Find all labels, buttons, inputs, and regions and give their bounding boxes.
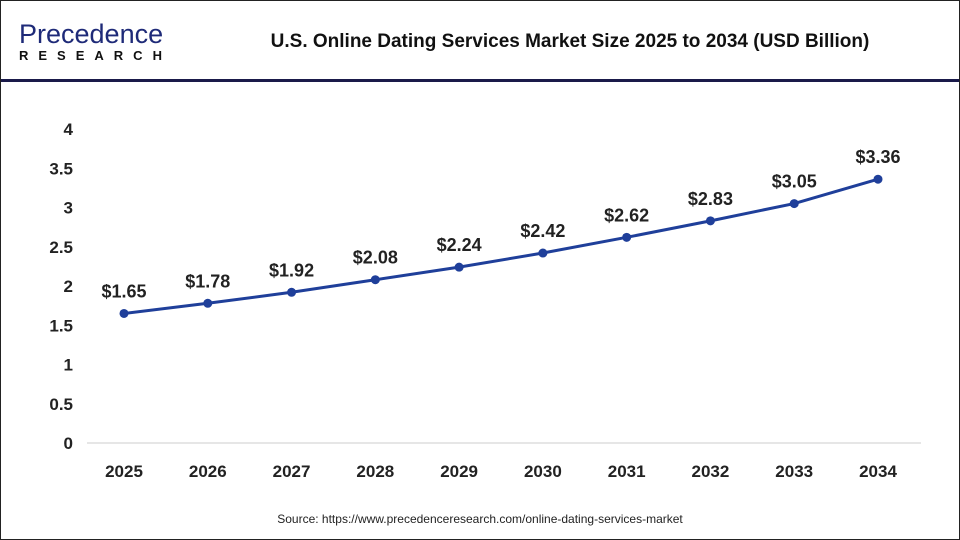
y-tick-label: 3.5	[49, 159, 73, 178]
data-label: $2.24	[437, 235, 482, 255]
y-tick-label: 0	[64, 434, 73, 453]
data-label: $1.92	[269, 260, 314, 280]
x-tick-label: 2034	[859, 462, 897, 481]
data-point	[287, 287, 297, 297]
logo: Precedence RESEARCH	[19, 21, 172, 64]
y-tick-label: 2.5	[49, 238, 73, 257]
series-line	[123, 177, 879, 315]
data-label: $3.36	[855, 147, 900, 167]
x-tick-label: 2025	[105, 462, 143, 481]
y-tick-label: 1.5	[49, 316, 73, 335]
data-point	[203, 298, 213, 308]
y-tick-label: 2	[64, 277, 73, 296]
data-point	[538, 248, 548, 258]
data-label: $2.08	[353, 248, 398, 268]
y-tick-label: 0.5	[49, 395, 73, 414]
x-tick-label: 2033	[775, 462, 813, 481]
x-tick-label: 2032	[692, 462, 730, 481]
x-tick-label: 2026	[189, 462, 227, 481]
data-label: $2.42	[520, 221, 565, 241]
header: Precedence RESEARCH U.S. Online Dating S…	[1, 1, 959, 82]
data-label: $2.62	[604, 205, 649, 225]
data-point	[119, 308, 129, 318]
y-tick-label: 3	[64, 199, 73, 218]
data-label: $1.78	[185, 271, 230, 291]
source-text: Source: https://www.precedenceresearch.c…	[277, 512, 683, 526]
x-tick-label: 2027	[273, 462, 311, 481]
y-tick-label: 1	[64, 356, 73, 375]
x-tick-label: 2029	[440, 462, 478, 481]
data-point	[705, 216, 715, 226]
data-label: $3.05	[772, 172, 817, 192]
data-point	[789, 199, 799, 209]
data-point	[370, 275, 380, 285]
x-tick-label: 2030	[524, 462, 562, 481]
y-tick-label: 4	[64, 120, 74, 139]
data-point	[622, 232, 632, 242]
x-tick-label: 2028	[356, 462, 394, 481]
data-label: $1.65	[101, 281, 146, 301]
data-label: $2.83	[688, 189, 733, 209]
chart-title: U.S. Online Dating Services Market Size …	[270, 31, 870, 52]
data-point	[454, 262, 464, 272]
logo-line2: RESEARCH	[19, 48, 172, 63]
logo-line1: Precedence	[19, 19, 164, 49]
x-tick-label: 2031	[608, 462, 646, 481]
data-point	[873, 174, 883, 184]
